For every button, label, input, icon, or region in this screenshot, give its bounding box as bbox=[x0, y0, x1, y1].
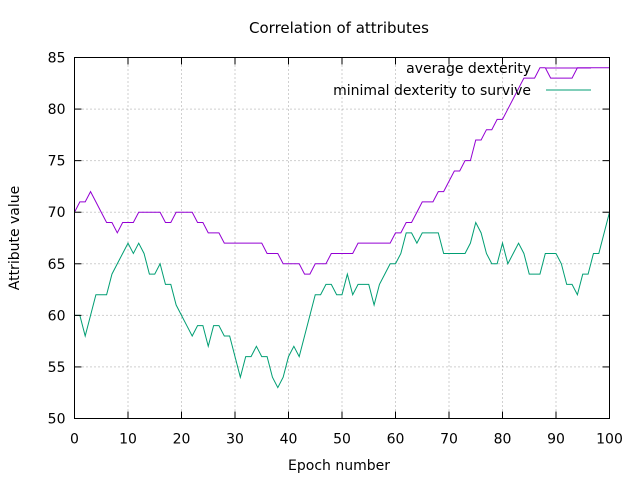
x-tick-label: 10 bbox=[119, 432, 137, 448]
plot-frame bbox=[74, 57, 610, 419]
y-tick-label: 70 bbox=[48, 205, 66, 221]
x-tick-label: 90 bbox=[547, 432, 565, 448]
grid bbox=[74, 57, 610, 419]
x-axis-label: Epoch number bbox=[288, 458, 390, 474]
legend-label-2: minimal dexterity to survive bbox=[333, 83, 531, 99]
x-tick-label: 50 bbox=[333, 432, 351, 448]
x-tick-label: 60 bbox=[387, 432, 405, 448]
y-tick-label: 60 bbox=[48, 308, 66, 324]
x-tick-label: 80 bbox=[494, 432, 512, 448]
y-tick-label: 50 bbox=[48, 412, 66, 428]
y-tick-label: 85 bbox=[48, 51, 66, 67]
x-tick-label: 30 bbox=[226, 432, 244, 448]
y-tick-label: 75 bbox=[48, 154, 66, 170]
y-axis-label: Attribute value bbox=[7, 186, 23, 291]
x-tick-label: 20 bbox=[173, 432, 191, 448]
series-line-2 bbox=[74, 212, 610, 389]
legend-label-1: average dexterity bbox=[406, 61, 531, 77]
series-lines bbox=[74, 67, 610, 389]
x-tick-label: 100 bbox=[596, 432, 623, 448]
x-tick-label: 0 bbox=[70, 432, 79, 448]
axis-ticks: 50 55 60 65 70 75 80 85 0 10 20 30 40 50 60 70 80 90 100 bbox=[48, 51, 623, 448]
chart-title: Correlation of attributes bbox=[249, 19, 429, 37]
legend: average dexterity minimal dexterity to su… bbox=[333, 61, 591, 99]
y-tick-label: 80 bbox=[48, 102, 66, 118]
series-line-1 bbox=[74, 67, 610, 275]
y-tick-label: 65 bbox=[48, 257, 66, 273]
x-tick-label: 40 bbox=[280, 432, 298, 448]
y-tick-label: 55 bbox=[48, 360, 66, 376]
x-tick-label: 70 bbox=[440, 432, 458, 448]
